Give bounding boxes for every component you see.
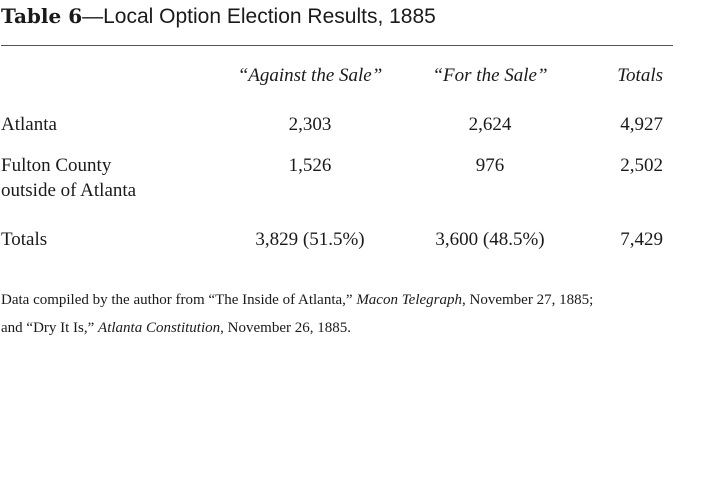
note-text: Data compiled by the author from “The In… [1,292,357,308]
title-rule [1,45,673,46]
cell-atlanta-against: 2,303 [288,114,332,135]
cell-totals-against: 3,829 (51.5%) [255,229,365,250]
cell-totals-total: 7,429 [620,229,663,250]
note-publication: Macon Telegraph [356,292,463,308]
cell-totals-for: 3,600 (48.5%) [435,229,545,250]
column-header-for: “For the Sale” [432,65,548,86]
note-publication: Atlanta Constitution [98,320,221,336]
row-label-fulton-line2: outside of Atlanta [1,180,137,201]
cell-atlanta-total: 4,927 [620,114,663,135]
row-label-totals: Totals [1,229,48,250]
note-text: and “Dry It Is,” [1,320,99,336]
cell-fulton-against: 1,526 [288,155,332,176]
cell-atlanta-for: 2,624 [468,114,512,135]
title-dash: — [82,5,104,28]
table-title: Table 6—Local Option Election Results, 1… [1,4,436,29]
row-label-atlanta: Atlanta [1,114,57,135]
column-header-against: “Against the Sale” [237,65,383,86]
cell-fulton-total: 2,502 [620,155,663,176]
row-label-fulton-line1: Fulton County [1,155,112,176]
table-caption: Local Option Election Results, 1885 [103,5,436,28]
note-text: , November 27, 1885; [462,292,594,308]
note-text: , November 26, 1885. [220,320,351,336]
cell-fulton-for: 976 [475,155,505,176]
table-number: Table 6 [1,4,83,28]
source-note-line2: and “Dry It Is,” Atlanta Constitution, N… [1,318,351,338]
source-note-line1: Data compiled by the author from “The In… [1,290,593,310]
column-header-totals: Totals [617,65,663,86]
